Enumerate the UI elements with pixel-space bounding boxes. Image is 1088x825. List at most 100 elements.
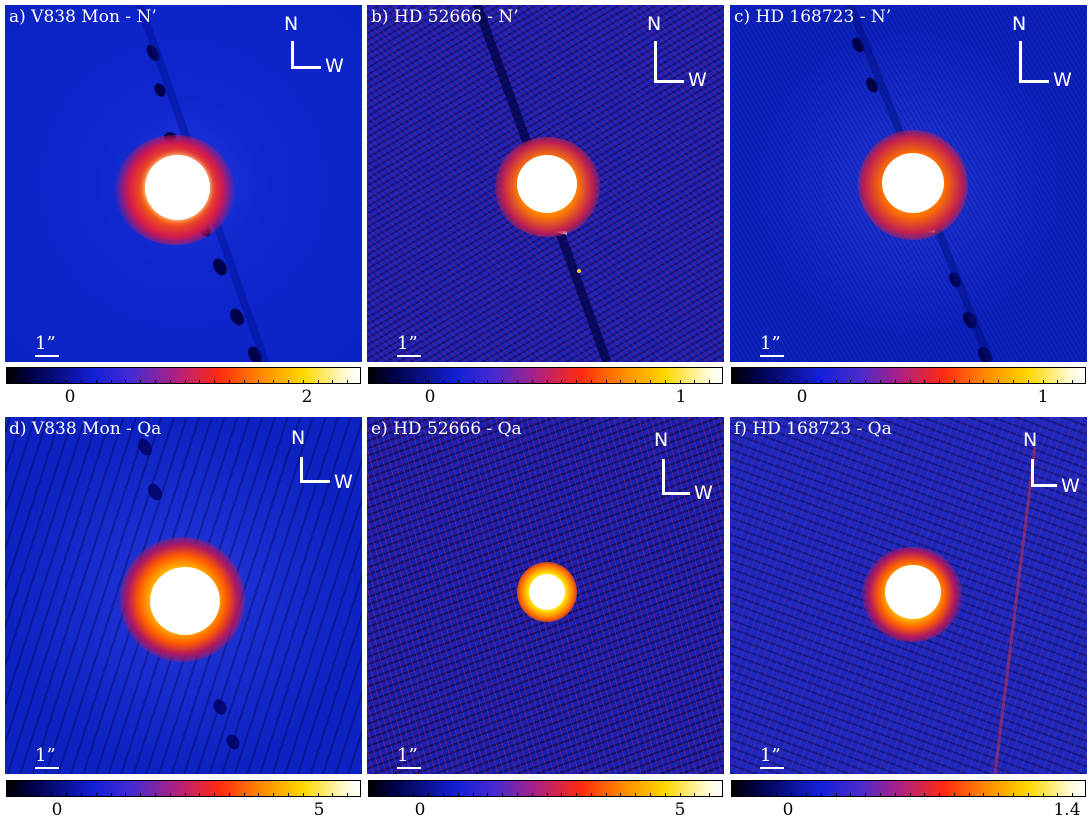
colorbar-minor-tick — [199, 793, 201, 796]
colorbar-minor-tick — [228, 380, 230, 383]
colorbar-minor-tick — [442, 793, 444, 796]
colorbar-minor-tick — [953, 380, 955, 383]
colorbar-minor-tick — [516, 380, 518, 383]
colorbar-minor-tick — [140, 380, 142, 383]
colorbar-minor-tick — [66, 793, 68, 796]
colorbar-minor-tick — [1027, 793, 1029, 796]
scale-bar-label: 1” — [760, 333, 781, 354]
scale-bar-line — [397, 767, 421, 769]
colorbar-tick-label: 5 — [674, 800, 686, 820]
colorbar-minor-tick — [413, 793, 415, 796]
colorbar-minor-tick — [347, 380, 349, 383]
compass-west-label: W — [1061, 475, 1080, 497]
colorbar-minor-tick — [531, 380, 533, 383]
colorbar-minor-tick — [80, 380, 82, 383]
colorbar-minor-tick — [865, 793, 867, 796]
colorbar-minor-tick — [850, 380, 852, 383]
colorbar-minor-tick — [214, 380, 216, 383]
colorbar-minor-tick — [317, 793, 319, 796]
scale-bar-label: 1” — [397, 745, 418, 766]
colorbar-b: 0 1 — [368, 367, 723, 407]
colorbar-minor-tick — [1072, 380, 1074, 383]
colorbar-minor-tick — [924, 380, 926, 383]
colorbar-minor-tick — [1027, 380, 1029, 383]
colorbar-minor-tick — [776, 793, 778, 796]
colorbar-minor-tick — [791, 380, 793, 383]
panel-label: f) HD 168723 - Qa — [734, 419, 892, 439]
colorbar-minor-tick — [472, 793, 474, 796]
colorbar-minor-tick — [125, 793, 127, 796]
colorbar-minor-tick — [894, 380, 896, 383]
scale-bar: 1” — [35, 333, 59, 357]
scale-bar-line — [760, 355, 784, 357]
colorbar-minor-tick — [709, 380, 711, 383]
source-core — [885, 565, 941, 619]
colorbar-minor-tick — [835, 380, 837, 383]
panel-e-image: e) HD 52666 - Qa N W 1” — [367, 417, 724, 774]
colorbar-minor-tick — [273, 793, 275, 796]
scale-bar-label: 1” — [760, 745, 781, 766]
colorbar-minor-tick — [894, 793, 896, 796]
colorbar-minor-tick — [140, 793, 142, 796]
panel-d-image: d) V838 Mon - Qa N W 1” — [5, 417, 362, 774]
colorbar-minor-tick — [835, 793, 837, 796]
colorbar-minor-tick — [413, 380, 415, 383]
colorbar-tick-label: 1 — [1037, 387, 1049, 407]
colorbar-minor-tick — [428, 380, 430, 383]
diffraction-streak — [993, 446, 1037, 774]
colorbar-minor-tick — [953, 793, 955, 796]
colorbar-tick-label: 0 — [782, 800, 794, 820]
colorbar-minor-tick — [80, 793, 82, 796]
colorbar-f: 0 1.4 — [731, 780, 1086, 820]
compass-north-label: N — [647, 13, 662, 35]
compass-north-label: N — [284, 13, 299, 35]
colorbar-minor-tick — [805, 793, 807, 796]
compass-north-arrow — [662, 459, 665, 495]
compass-north-label: N — [1023, 429, 1038, 451]
scale-bar: 1” — [35, 745, 59, 769]
colorbar-minor-tick — [332, 793, 334, 796]
colorbar-minor-tick — [184, 380, 186, 383]
colorbar-minor-tick — [36, 793, 38, 796]
diffraction-streak — [138, 438, 240, 750]
colorbar-tick-label: 1 — [675, 387, 687, 407]
compass: N W — [1012, 13, 1087, 91]
source-core — [882, 153, 944, 213]
colorbar-minor-tick — [590, 380, 592, 383]
panel-label: b) HD 52666 - N’ — [371, 7, 519, 27]
colorbar-minor-tick — [605, 793, 607, 796]
colorbar-minor-tick — [546, 380, 548, 383]
colorbar-tick-label: 0 — [796, 387, 808, 407]
colorbar-minor-tick — [776, 380, 778, 383]
colorbar-minor-tick — [1013, 380, 1015, 383]
colorbar-minor-tick — [879, 380, 881, 383]
compass-west-label: W — [1053, 69, 1072, 91]
compass-west-arrow — [300, 480, 330, 483]
colorbar-minor-tick — [1057, 793, 1059, 796]
colorbar-minor-tick — [228, 793, 230, 796]
compass-north-arrow — [291, 41, 294, 69]
colorbar-minor-tick — [635, 380, 637, 383]
colorbar-minor-tick — [620, 380, 622, 383]
compass-west-label: W — [688, 69, 707, 91]
colorbar-tick-label: 0 — [414, 800, 426, 820]
compass-north-label: N — [291, 427, 306, 449]
colorbar-minor-tick — [746, 793, 748, 796]
colorbar-minor-tick — [332, 380, 334, 383]
colorbar-minor-tick — [998, 380, 1000, 383]
colorbar-minor-tick — [924, 793, 926, 796]
colorbar-minor-tick — [258, 380, 260, 383]
colorbar-minor-tick — [383, 793, 385, 796]
compass-west-label: W — [334, 471, 353, 493]
scale-bar-label: 1” — [397, 333, 418, 354]
panel-label: a) V838 Mon - N’ — [9, 7, 157, 27]
colorbar-minor-tick — [110, 380, 112, 383]
compass-west-arrow — [662, 492, 690, 495]
colorbar-minor-tick — [1057, 380, 1059, 383]
colorbar-minor-tick — [791, 793, 793, 796]
colorbar-minor-tick — [664, 380, 666, 383]
colorbar-minor-tick — [154, 380, 156, 383]
compass-west-arrow — [1031, 484, 1057, 487]
colorbar-minor-tick — [805, 380, 807, 383]
compass-north-arrow — [300, 457, 303, 483]
